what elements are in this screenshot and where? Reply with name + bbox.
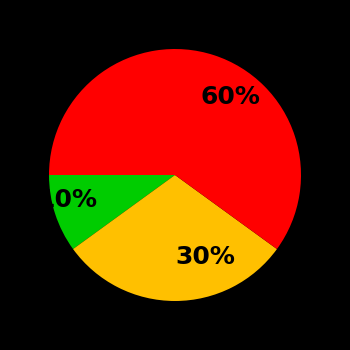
- Wedge shape: [49, 49, 301, 249]
- Text: 10%: 10%: [37, 188, 97, 212]
- Text: 60%: 60%: [200, 85, 260, 109]
- Wedge shape: [73, 175, 277, 301]
- Text: 30%: 30%: [175, 245, 235, 269]
- Wedge shape: [49, 175, 175, 249]
